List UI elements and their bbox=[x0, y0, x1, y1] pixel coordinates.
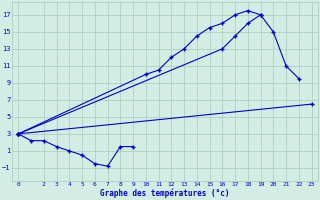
X-axis label: Graphe des températures (°c): Graphe des températures (°c) bbox=[100, 188, 230, 198]
